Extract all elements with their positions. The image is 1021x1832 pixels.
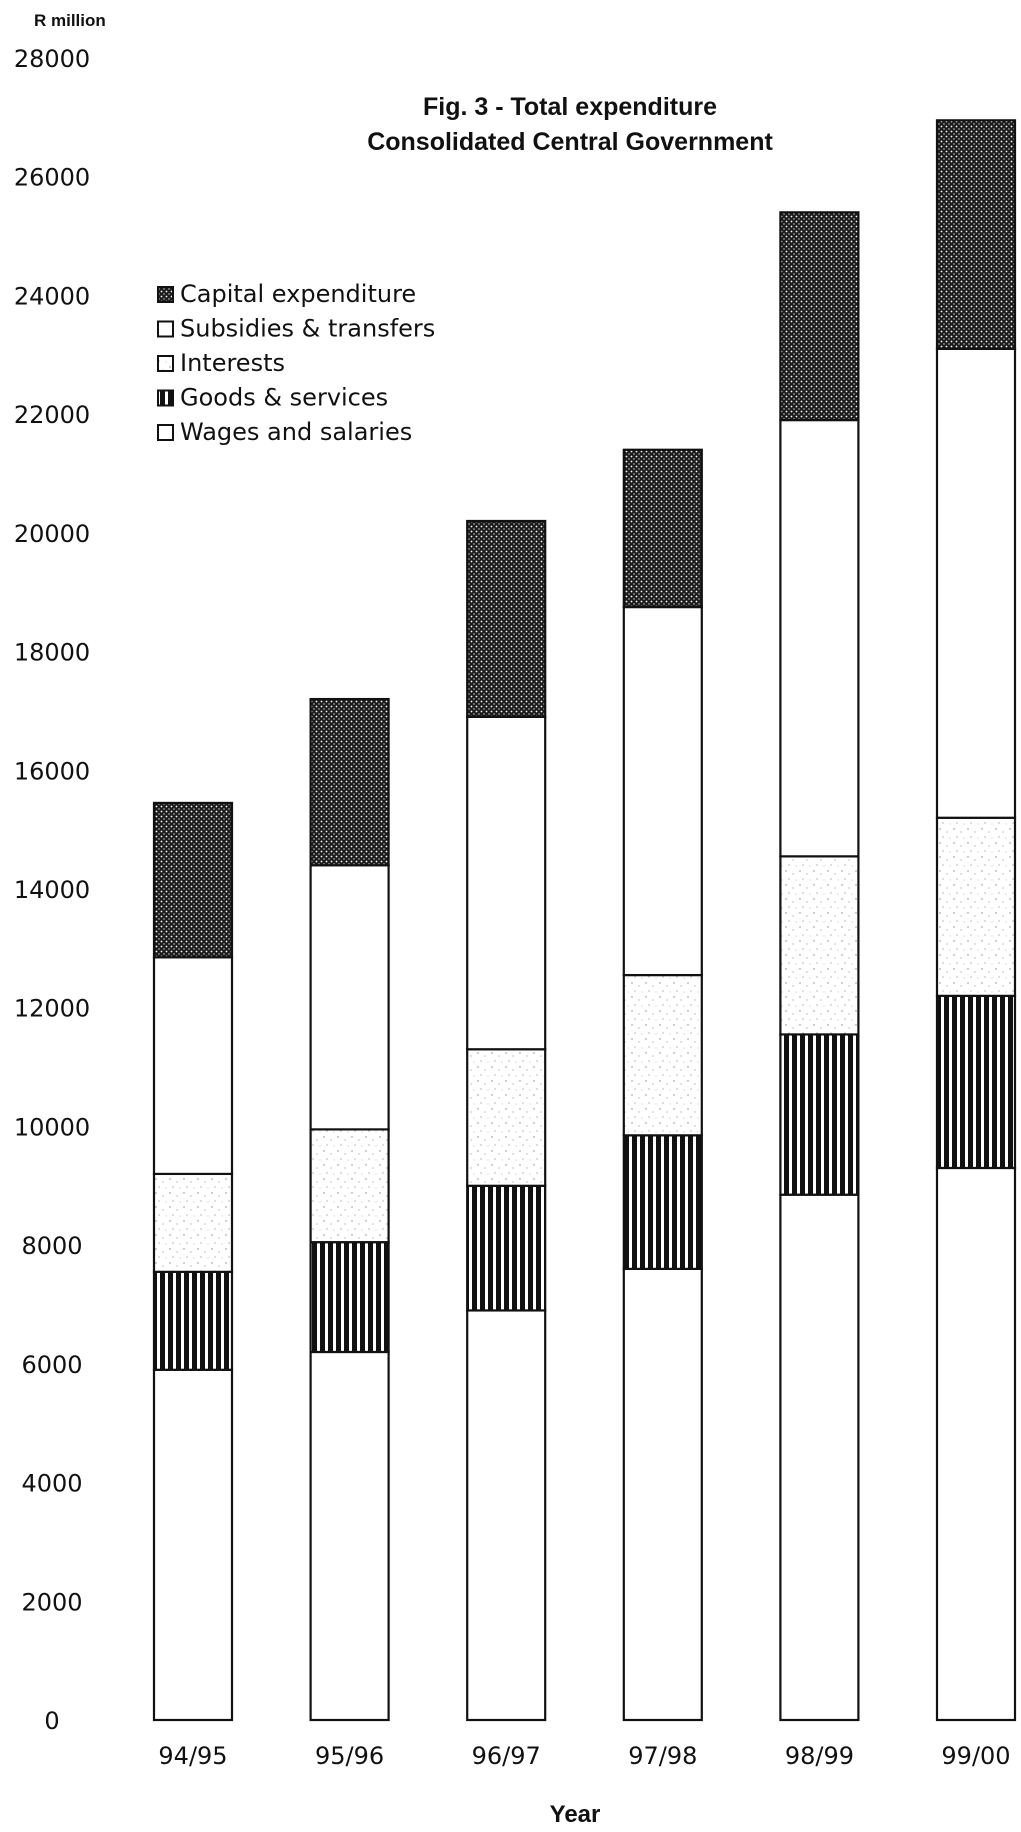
bar-segment-wages-and-salaries (466, 1309, 547, 1722)
bar-98-99 (779, 211, 860, 1722)
bar-segment-capital-expenditure (622, 448, 703, 609)
bar-segment-wages-and-salaries (779, 1193, 860, 1722)
x-tick-label: 99/00 (941, 1742, 1010, 1770)
bar-segment-goods-services (309, 1241, 390, 1354)
y-axis-ticks: 0 2000 4000 6000 8000 10000 12000 14000 16000 180… (14, 45, 90, 1735)
y-tick-label: 20000 (14, 520, 90, 548)
bar-segment-capital-expenditure (779, 211, 860, 422)
bar-segment-goods-services (779, 1033, 860, 1196)
stacked-bars (152, 119, 1017, 1722)
legend: Capital expenditure Subsidies & transfers… (157, 280, 435, 446)
x-tick-label: 97/98 (628, 1742, 697, 1770)
x-tick-label: 95/96 (315, 1742, 384, 1770)
bar-segment-capital-expenditure (935, 119, 1017, 350)
y-tick-label: 24000 (14, 282, 90, 310)
x-tick-label: 98/99 (785, 1742, 854, 1770)
bar-segment-capital-expenditure (152, 801, 234, 959)
bar-segment-goods-services (152, 1270, 234, 1371)
bar-segment-interests (309, 1128, 390, 1244)
y-tick-label: 2000 (21, 1588, 82, 1616)
y-tick-label: 22000 (14, 401, 90, 429)
y-tick-label: 14000 (14, 876, 90, 904)
legend-label: Goods & services (180, 384, 388, 412)
y-tick-label: 0 (44, 1707, 59, 1735)
bar-segment-interests (152, 1172, 234, 1273)
legend-swatch (157, 424, 174, 441)
y-tick-label: 6000 (21, 1351, 82, 1379)
legend-label: Wages and salaries (180, 418, 412, 446)
legend-swatch (157, 286, 174, 303)
legend-swatch (157, 355, 174, 372)
y-axis-unit-label: R million (34, 11, 106, 30)
bar-segment-goods-services (935, 994, 1017, 1170)
bar-segment-interests (466, 1048, 547, 1187)
bar-97-98 (622, 448, 703, 1722)
x-axis-label: Year (550, 1801, 601, 1828)
bar-segment-subsidies-transfers (152, 956, 234, 1176)
bar-segment-interests (622, 973, 703, 1137)
bar-segment-interests (779, 855, 860, 1036)
y-tick-label: 12000 (14, 995, 90, 1023)
bar-95-96 (309, 697, 390, 1722)
bar-segment-wages-and-salaries (152, 1368, 234, 1722)
x-axis-ticks: 94/95 95/96 96/97 97/98 98/99 99/00 (158, 1742, 1010, 1770)
legend-swatch (157, 389, 174, 407)
bar-segment-goods-services (622, 1134, 703, 1270)
x-tick-label: 96/97 (472, 1742, 541, 1770)
legend-label: Capital expenditure (180, 280, 416, 308)
chart-title-line-1: Fig. 3 - Total expenditure (423, 93, 717, 121)
bar-segment-goods-services (466, 1184, 547, 1312)
y-tick-label: 10000 (14, 1113, 90, 1141)
bar-segment-subsidies-transfers (935, 347, 1017, 819)
bar-segment-wages-and-salaries (935, 1166, 1017, 1722)
legend-label: Subsidies & transfers (180, 315, 435, 343)
bar-segment-capital-expenditure (466, 519, 547, 718)
y-tick-label: 16000 (14, 757, 90, 785)
bar-99-00 (935, 119, 1017, 1722)
y-tick-label: 28000 (14, 45, 90, 73)
legend-swatch (157, 320, 174, 338)
bar-segment-subsidies-transfers (622, 605, 703, 977)
bar-segment-interests (935, 816, 1017, 997)
bar-segment-subsidies-transfers (466, 715, 547, 1051)
y-tick-label: 4000 (21, 1470, 82, 1498)
y-tick-label: 18000 (14, 639, 90, 667)
y-tick-label: 26000 (14, 164, 90, 192)
bar-96-97 (466, 519, 547, 1722)
bar-94-95 (152, 801, 234, 1722)
bar-segment-capital-expenditure (309, 697, 390, 867)
legend-label: Interests (180, 349, 285, 377)
bar-segment-wages-and-salaries (309, 1350, 390, 1722)
bar-segment-subsidies-transfers (309, 864, 390, 1131)
y-tick-label: 8000 (21, 1232, 82, 1260)
x-tick-label: 94/95 (158, 1742, 227, 1770)
bar-segment-wages-and-salaries (622, 1267, 703, 1722)
chart-title-line-2: Consolidated Central Government (367, 128, 773, 156)
bar-segment-subsidies-transfers (779, 418, 860, 858)
